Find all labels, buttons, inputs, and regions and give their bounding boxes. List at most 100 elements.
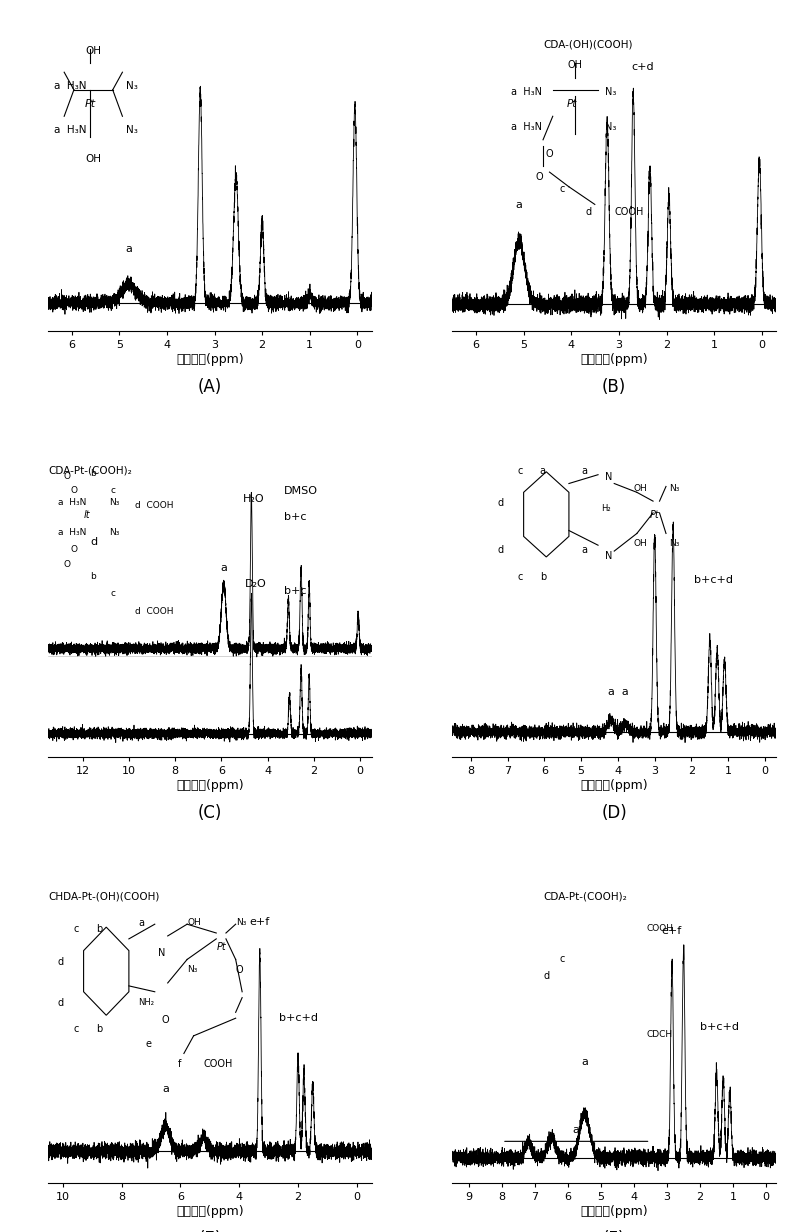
Text: b+c: b+c bbox=[284, 513, 306, 522]
Text: a: a bbox=[220, 563, 227, 573]
Text: COOH: COOH bbox=[614, 207, 643, 217]
Text: c: c bbox=[74, 1024, 79, 1034]
Text: b+c: b+c bbox=[284, 586, 306, 596]
Text: COOH: COOH bbox=[203, 1060, 233, 1069]
Text: N₃: N₃ bbox=[605, 87, 616, 97]
Text: d  COOH: d COOH bbox=[135, 607, 174, 616]
Text: Pt: Pt bbox=[567, 99, 578, 108]
Text: N₃: N₃ bbox=[110, 498, 120, 508]
Text: N₃: N₃ bbox=[236, 918, 246, 928]
Text: f: f bbox=[178, 1060, 181, 1069]
X-axis label: 化学位移(ppm): 化学位移(ppm) bbox=[581, 352, 648, 366]
Text: OH: OH bbox=[187, 918, 201, 928]
Text: CDCH: CDCH bbox=[646, 1030, 673, 1039]
Text: c: c bbox=[517, 466, 522, 476]
Text: N: N bbox=[158, 947, 166, 957]
Text: a: a bbox=[573, 1125, 580, 1135]
Text: (B): (B) bbox=[602, 378, 626, 395]
Text: O: O bbox=[536, 172, 544, 182]
Text: Pt: Pt bbox=[85, 99, 96, 108]
X-axis label: 化学位移(ppm): 化学位移(ppm) bbox=[581, 779, 648, 791]
Text: a: a bbox=[581, 1057, 588, 1067]
Text: H₂O: H₂O bbox=[243, 494, 265, 504]
X-axis label: 化学位移(ppm): 化学位移(ppm) bbox=[581, 1205, 648, 1217]
Text: N₃: N₃ bbox=[110, 527, 120, 537]
Text: a: a bbox=[162, 1084, 169, 1094]
Text: OH: OH bbox=[634, 483, 647, 493]
Text: (F): (F) bbox=[603, 1230, 626, 1232]
Text: N: N bbox=[605, 551, 612, 561]
Text: N₃: N₃ bbox=[126, 81, 138, 91]
Text: d  COOH: d COOH bbox=[135, 501, 174, 510]
Text: N₃: N₃ bbox=[670, 483, 680, 493]
Text: c: c bbox=[110, 589, 115, 599]
Text: a  H₃N: a H₃N bbox=[58, 498, 86, 508]
Text: d: d bbox=[498, 546, 504, 556]
Text: a: a bbox=[516, 201, 522, 211]
Text: b+c+d: b+c+d bbox=[694, 575, 733, 585]
Text: (C): (C) bbox=[198, 803, 222, 822]
Text: CDA-Pt-(COOH)₂: CDA-Pt-(COOH)₂ bbox=[543, 892, 626, 902]
Text: N: N bbox=[605, 472, 612, 482]
Text: Pt: Pt bbox=[216, 941, 226, 952]
Text: b: b bbox=[97, 1024, 102, 1034]
Text: c: c bbox=[517, 572, 522, 582]
Text: DMSO: DMSO bbox=[284, 485, 318, 495]
Text: c: c bbox=[559, 954, 565, 963]
Text: H₂: H₂ bbox=[602, 504, 611, 513]
Text: e+f: e+f bbox=[250, 917, 270, 926]
Text: d: d bbox=[90, 537, 98, 547]
Text: (E): (E) bbox=[198, 1230, 222, 1232]
Text: b: b bbox=[90, 469, 96, 478]
Text: CDA-(OH)(COOH): CDA-(OH)(COOH) bbox=[543, 39, 633, 51]
Text: (D): (D) bbox=[602, 803, 627, 822]
Text: a  H₃N: a H₃N bbox=[510, 87, 542, 97]
Text: N₃: N₃ bbox=[126, 126, 138, 136]
Text: OH: OH bbox=[86, 46, 102, 55]
Text: COOH: COOH bbox=[646, 924, 674, 933]
Text: d: d bbox=[58, 956, 64, 967]
Text: O: O bbox=[162, 1015, 169, 1025]
Text: c: c bbox=[560, 184, 565, 193]
Text: a  H₃N: a H₃N bbox=[510, 122, 542, 132]
Text: d: d bbox=[498, 498, 504, 509]
Text: (A): (A) bbox=[198, 378, 222, 395]
Text: CHDA-Pt-(OH)(COOH): CHDA-Pt-(OH)(COOH) bbox=[48, 892, 159, 902]
Text: N₃: N₃ bbox=[670, 540, 680, 548]
Text: OH: OH bbox=[634, 540, 647, 548]
Text: O: O bbox=[70, 487, 78, 495]
Text: O: O bbox=[546, 149, 554, 159]
Text: b: b bbox=[90, 572, 96, 580]
X-axis label: 化学位移(ppm): 化学位移(ppm) bbox=[176, 779, 243, 791]
Text: N₃: N₃ bbox=[605, 122, 616, 132]
Text: b: b bbox=[97, 924, 102, 934]
Text: D₂O: D₂O bbox=[245, 579, 267, 589]
Text: c+d: c+d bbox=[631, 63, 654, 73]
Text: b+c+d: b+c+d bbox=[278, 1013, 318, 1023]
Text: c: c bbox=[74, 924, 79, 934]
X-axis label: 化学位移(ppm): 化学位移(ppm) bbox=[176, 352, 243, 366]
Text: NH₂: NH₂ bbox=[138, 998, 154, 1007]
Text: b: b bbox=[540, 572, 546, 582]
Text: e: e bbox=[145, 1039, 151, 1048]
Text: a: a bbox=[138, 918, 145, 929]
X-axis label: 化学位移(ppm): 化学位移(ppm) bbox=[176, 1205, 243, 1217]
Text: a: a bbox=[126, 244, 132, 254]
Text: a  a: a a bbox=[607, 686, 628, 696]
Text: a  H₃N: a H₃N bbox=[54, 126, 87, 136]
Text: CDA-Pt-(COOH)₂: CDA-Pt-(COOH)₂ bbox=[48, 466, 132, 476]
Text: O: O bbox=[64, 559, 71, 569]
Text: O: O bbox=[236, 966, 243, 976]
Text: a  H₃N: a H₃N bbox=[54, 81, 87, 91]
Text: e+f: e+f bbox=[662, 926, 682, 936]
Text: OH: OH bbox=[86, 154, 102, 165]
Text: lt: lt bbox=[83, 510, 90, 520]
Text: a: a bbox=[582, 546, 588, 556]
Text: N₃: N₃ bbox=[187, 966, 198, 975]
Text: O: O bbox=[70, 546, 78, 554]
Text: Pt: Pt bbox=[650, 510, 659, 520]
Text: b+c+d: b+c+d bbox=[700, 1021, 739, 1031]
Text: O: O bbox=[64, 472, 71, 480]
Text: c: c bbox=[110, 487, 115, 495]
Text: a: a bbox=[582, 466, 588, 476]
